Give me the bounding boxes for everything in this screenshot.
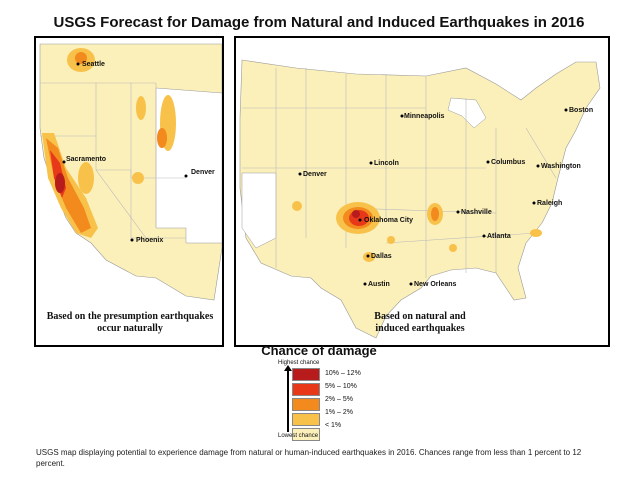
legend-swatch-2-5 — [292, 398, 320, 411]
legend-label-lt1: < 1% — [325, 422, 342, 429]
city-washington: Washington — [541, 163, 581, 170]
west-map-note: Based on the presumption earthquakes occ… — [46, 311, 214, 334]
us-hazard-zones — [292, 201, 542, 262]
city-minneapolis: Minneapolis — [404, 113, 445, 120]
western-us-map-svg: Seattle Sacramento Denver Phoenix — [36, 38, 222, 345]
map-caption: USGS map displaying potential to experie… — [36, 448, 582, 468]
great-lakes — [447, 97, 487, 129]
legend-label-5-10: 5% – 10% — [325, 383, 357, 390]
city-denver-west: Denver — [191, 169, 215, 176]
us-map-note: Based on natural and induced earthquakes — [374, 311, 466, 334]
western-us-map: Seattle Sacramento Denver Phoenix — [34, 36, 224, 347]
city-seattle: Seattle — [82, 61, 105, 68]
city-phoenix: Phoenix — [136, 237, 163, 244]
city-dallas: Dallas — [371, 253, 392, 260]
city-columbus: Columbus — [491, 159, 525, 166]
city-lincoln: Lincoln — [374, 160, 399, 167]
legend-label-10-12: 10% – 12% — [325, 370, 361, 377]
legend-swatch-1-2 — [292, 413, 320, 426]
us-city-labels: Minneapolis Boston Lincoln Columbus Wash… — [298, 107, 593, 288]
city-raleigh: Raleigh — [537, 200, 562, 207]
legend-label-2-5: 2% – 5% — [325, 396, 354, 403]
legend-swatches — [292, 368, 320, 443]
city-atlanta: Atlanta — [487, 233, 511, 240]
city-boston: Boston — [569, 107, 593, 114]
state-borders — [40, 82, 186, 239]
legend-swatch-lt1 — [292, 428, 320, 441]
us-no-data-area — [241, 172, 277, 249]
legend-highest-label: Highest chance — [278, 360, 320, 366]
hazard-zones — [42, 48, 176, 238]
legend-labels: 10% – 12% 5% – 10% 2% – 5% 1% – 2% < 1% — [325, 370, 361, 435]
city-nashville: Nashville — [461, 209, 492, 216]
city-sacramento: Sacramento — [66, 156, 106, 163]
us-land-area — [239, 59, 601, 339]
legend-swatch-10-12 — [292, 368, 320, 381]
city-oklahoma-city: Oklahoma City — [364, 217, 413, 224]
city-new-orleans: New Orleans — [414, 281, 457, 288]
legend-swatch-5-10 — [292, 383, 320, 396]
legend-arrow — [284, 365, 292, 432]
west-city-labels: Seattle Sacramento Denver Phoenix — [62, 61, 215, 244]
city-austin: Austin — [368, 281, 390, 288]
city-denver: Denver — [303, 171, 327, 178]
legend-title: Chance of damage — [261, 343, 377, 358]
legend-lowest-label: Lowest chance — [278, 433, 319, 439]
continental-us-map-svg: Minneapolis Boston Lincoln Columbus Wash… — [236, 38, 608, 345]
continental-us-map: Minneapolis Boston Lincoln Columbus Wash… — [234, 36, 610, 347]
map-title: USGS Forecast for Damage from Natural an… — [53, 14, 585, 31]
legend-label-1-2: 1% – 2% — [325, 409, 354, 416]
